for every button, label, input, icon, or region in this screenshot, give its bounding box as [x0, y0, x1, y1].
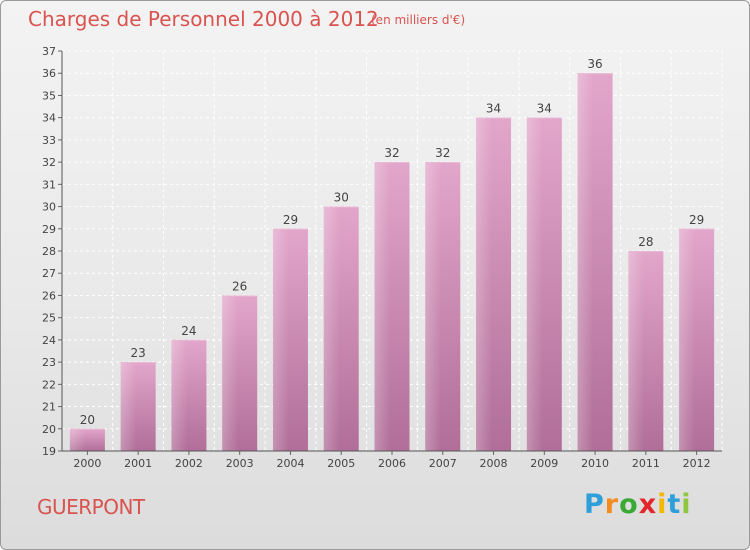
y-tick-label: 29 — [42, 223, 56, 236]
data-label: 20 — [80, 413, 95, 427]
logo-letter: t — [667, 489, 682, 520]
logo-letter: x — [638, 489, 658, 520]
y-tick-label: 25 — [42, 312, 56, 325]
data-label: 29 — [689, 213, 704, 227]
x-tick-label: 2003 — [226, 457, 254, 470]
commune-name: GUERPONT — [37, 495, 145, 519]
labels: 19 20 21 22 23 24 25 26 27 28 29 30 31 32 33 34 35 36 37 20… — [42, 45, 711, 470]
y-tick-label: 24 — [42, 334, 56, 347]
x-tick-label: 2002 — [175, 457, 203, 470]
axes — [58, 50, 722, 455]
data-label: 36 — [587, 57, 602, 71]
data-label: 34 — [537, 102, 552, 116]
y-tick-label: 37 — [42, 45, 56, 58]
proxiti-logo: Proxiti — [584, 489, 692, 520]
bars — [69, 73, 715, 452]
x-tick-label: 2001 — [124, 457, 152, 470]
bar-highlight — [374, 162, 391, 451]
logo-letter: o — [619, 489, 639, 520]
x-tick-label: 2010 — [581, 457, 609, 470]
x-tick-label: 2012 — [683, 457, 711, 470]
bar-highlight — [577, 73, 594, 451]
x-tick-label: 2008 — [480, 457, 508, 470]
y-tick-label: 19 — [42, 445, 56, 458]
data-label: 34 — [486, 102, 501, 116]
data-label: 32 — [384, 146, 399, 160]
logo-letter: i — [681, 489, 692, 520]
y-tick-label: 36 — [42, 67, 56, 80]
y-tick-label: 32 — [42, 156, 56, 169]
bar-highlight — [171, 339, 188, 451]
y-tick-label: 30 — [42, 201, 56, 214]
y-tick-label: 22 — [42, 378, 56, 391]
bar-highlight — [679, 228, 695, 451]
data-label: 32 — [435, 146, 450, 160]
x-tick-label: 2007 — [429, 457, 457, 470]
data-label: 23 — [131, 346, 146, 360]
bar-highlight — [272, 228, 289, 451]
y-tick-label: 21 — [42, 401, 56, 414]
y-tick-label: 23 — [42, 356, 56, 369]
data-label: 29 — [283, 213, 298, 227]
bar-highlight — [120, 362, 137, 451]
logo-letter: i — [657, 489, 668, 520]
x-tick-label: 2009 — [530, 457, 558, 470]
bar-highlight — [425, 162, 442, 451]
x-tick-label: 2006 — [378, 457, 406, 470]
y-tick-label: 31 — [42, 178, 56, 191]
data-label: 26 — [232, 279, 247, 293]
y-tick-label: 33 — [42, 134, 56, 147]
y-tick-label: 20 — [42, 423, 56, 436]
bar-highlight — [69, 428, 86, 451]
data-label: 24 — [181, 324, 196, 338]
y-tick-label: 26 — [42, 289, 56, 302]
bar-highlight — [222, 295, 238, 451]
data-label: 28 — [638, 235, 653, 249]
bar-highlight — [628, 251, 645, 451]
data-label: 30 — [334, 191, 349, 205]
logo-letter: r — [604, 489, 620, 520]
y-tick-label: 28 — [42, 245, 56, 258]
x-tick-label: 2011 — [632, 457, 660, 470]
y-tick-label: 27 — [42, 267, 56, 280]
x-tick-label: 2005 — [327, 457, 355, 470]
chart-subtitle: (en milliers d'€) — [371, 13, 466, 27]
logo-letter: P — [584, 489, 605, 520]
chart-title: Charges de Personnel 2000 à 2012 — [28, 7, 379, 31]
bar-highlight — [323, 206, 340, 451]
x-tick-label: 2000 — [73, 457, 101, 470]
y-tick-label: 34 — [42, 112, 56, 125]
x-tick-label: 2004 — [276, 457, 304, 470]
bar-highlight — [526, 117, 543, 452]
bar-highlight — [476, 117, 492, 452]
y-tick-label: 35 — [42, 89, 56, 102]
